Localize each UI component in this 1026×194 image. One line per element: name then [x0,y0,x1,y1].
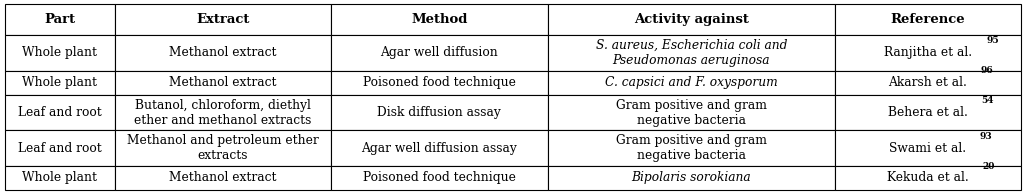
Text: C. capsici and F. oxysporum: C. capsici and F. oxysporum [605,76,778,89]
Bar [5,35,115,71]
Bar [331,166,548,190]
Bar [115,130,331,166]
Bar [5,95,115,130]
Text: 96: 96 [981,66,993,75]
Bar [331,4,548,35]
Text: Gram positive and gram
negative bacteria: Gram positive and gram negative bacteria [616,134,766,162]
Text: S. aureus, Escherichia coli and
Pseudomonas aeruginosa: S. aureus, Escherichia coli and Pseudomo… [595,39,787,67]
Text: Whole plant: Whole plant [23,76,97,89]
Bar [548,4,835,35]
Bar [331,71,548,95]
Bar [5,4,115,35]
Text: Agar well diffusion assay: Agar well diffusion assay [361,142,517,155]
Text: Kekuda et al.: Kekuda et al. [887,171,969,184]
Text: Disk diffusion assay: Disk diffusion assay [378,106,502,119]
Text: Butanol, chloroform, diethyl
ether and methanol extracts: Butanol, chloroform, diethyl ether and m… [134,99,312,127]
Text: Whole plant: Whole plant [23,47,97,60]
Bar [548,166,835,190]
Text: Activity against: Activity against [634,13,749,26]
Bar [115,35,331,71]
Text: Methanol extract: Methanol extract [169,47,277,60]
Bar [835,95,1021,130]
Text: Behera et al.: Behera et al. [887,106,968,119]
Text: Akarsh et al.: Akarsh et al. [889,76,968,89]
Text: Reference: Reference [891,13,965,26]
Text: Swami et al.: Swami et al. [890,142,966,155]
Text: 20: 20 [983,161,995,171]
Text: Methanol extract: Methanol extract [169,171,277,184]
Bar [548,71,835,95]
Bar [331,130,548,166]
Text: Extract: Extract [196,13,249,26]
Text: Gram positive and gram
negative bacteria: Gram positive and gram negative bacteria [616,99,766,127]
Bar [5,130,115,166]
Bar [5,71,115,95]
Bar [548,35,835,71]
Text: Part: Part [44,13,76,26]
Bar [115,95,331,130]
Text: Whole plant: Whole plant [23,171,97,184]
Text: Bipolaris sorokiana: Bipolaris sorokiana [631,171,751,184]
Bar [835,130,1021,166]
Text: Poisoned food technique: Poisoned food technique [363,171,516,184]
Bar [5,166,115,190]
Text: Leaf and root: Leaf and root [18,106,102,119]
Bar [548,95,835,130]
Bar [835,4,1021,35]
Bar [835,71,1021,95]
Bar [835,166,1021,190]
Bar [548,130,835,166]
Bar [331,95,548,130]
Text: Methanol extract: Methanol extract [169,76,277,89]
Text: Agar well diffusion: Agar well diffusion [381,47,499,60]
Text: 54: 54 [982,96,994,105]
Bar [835,35,1021,71]
Text: 95: 95 [987,36,999,46]
Text: 93: 93 [980,132,992,141]
Bar [331,35,548,71]
Text: Ranjitha et al.: Ranjitha et al. [883,47,972,60]
Bar [115,71,331,95]
Text: Methanol and petroleum ether
extracts: Methanol and petroleum ether extracts [127,134,319,162]
Bar [115,4,331,35]
Text: Method: Method [411,13,468,26]
Text: Poisoned food technique: Poisoned food technique [363,76,516,89]
Bar [115,166,331,190]
Text: Leaf and root: Leaf and root [18,142,102,155]
